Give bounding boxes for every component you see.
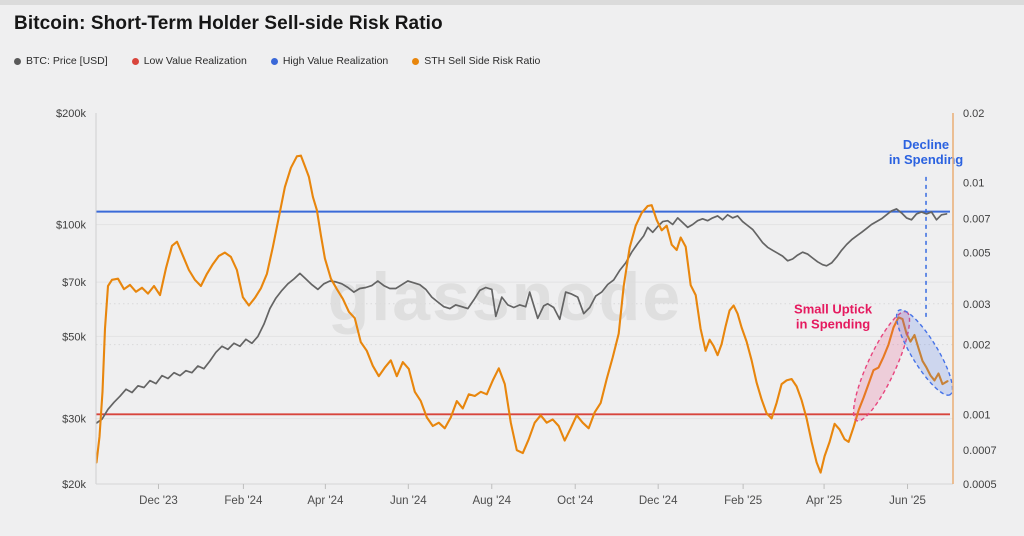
- legend: BTC: Price [USD] Low Value Realization Hig…: [14, 55, 540, 67]
- y-left-tick-label: $30k: [62, 414, 86, 426]
- y-left-tick-label: $20k: [62, 479, 86, 491]
- y-left-tick-label: $100k: [56, 220, 86, 232]
- y-right-tick-label: 0.003: [963, 299, 991, 311]
- y-right-tick-label: 0.007: [963, 214, 991, 226]
- small-uptick-in-spending-annotation: Small Uptick in Spending: [794, 302, 873, 332]
- x-tick-label: Feb '25: [724, 495, 762, 507]
- y-left-tick-label: $200k: [56, 108, 86, 120]
- x-tick-label: Jun '25: [889, 495, 926, 507]
- legend-dot-icon: [131, 57, 139, 65]
- legend-dot-icon: [14, 57, 21, 65]
- y-left-tick-label: $70k: [62, 277, 86, 289]
- price-series-line: [95, 208, 948, 424]
- x-tick-label: Jun '24: [390, 495, 427, 507]
- y-right-tick-label: 0.005: [963, 247, 991, 259]
- x-tick-label: Dec '24: [639, 495, 678, 507]
- y-right-tick-label: 0.002: [963, 340, 991, 352]
- legend-dot-icon: [412, 57, 420, 65]
- x-tick-label: Dec '23: [139, 495, 178, 507]
- legend-item-2[interactable]: High Value Realization: [270, 55, 389, 67]
- legend-item-label: BTC: Price [USD]: [26, 55, 108, 67]
- x-tick-label: Feb '24: [224, 495, 263, 507]
- legend-item-label: High Value Realization: [282, 55, 389, 67]
- legend-item-label: STH Sell Side Risk Ratio: [424, 55, 541, 67]
- risk-ratio-series-line: [95, 154, 949, 474]
- y-right-tick-label: 0.001: [963, 409, 991, 421]
- x-tick-label: Aug '24: [472, 495, 511, 507]
- x-tick-label: Apr '25: [806, 495, 842, 507]
- glassnode-watermark: glassnode: [328, 259, 682, 335]
- decline-ellipse: [895, 309, 954, 396]
- x-tick-label: Apr '24: [307, 495, 344, 507]
- legend-item-1[interactable]: Low Value Realization: [131, 55, 247, 67]
- y-right-tick-label: 0.0005: [963, 479, 997, 491]
- y-left-tick-label: $50k: [62, 331, 86, 343]
- legend-item-3[interactable]: STH Sell Side Risk Ratio: [412, 55, 540, 67]
- legend-item-0[interactable]: BTC: Price [USD]: [14, 55, 108, 67]
- y-right-tick-label: 0.0007: [963, 445, 997, 457]
- legend-item-label: Low Value Realization: [143, 55, 247, 67]
- y-right-tick-label: 0.02: [963, 108, 984, 120]
- window-top-strip: [0, 0, 1024, 5]
- decline-in-spending-annotation: Decline in Spending: [889, 137, 963, 167]
- legend-dot-icon: [270, 57, 278, 65]
- y-right-tick-label: 0.01: [963, 178, 984, 190]
- chart-title: Bitcoin: Short-Term Holder Sell-side Ris…: [14, 13, 443, 34]
- x-tick-label: Oct '24: [557, 495, 594, 507]
